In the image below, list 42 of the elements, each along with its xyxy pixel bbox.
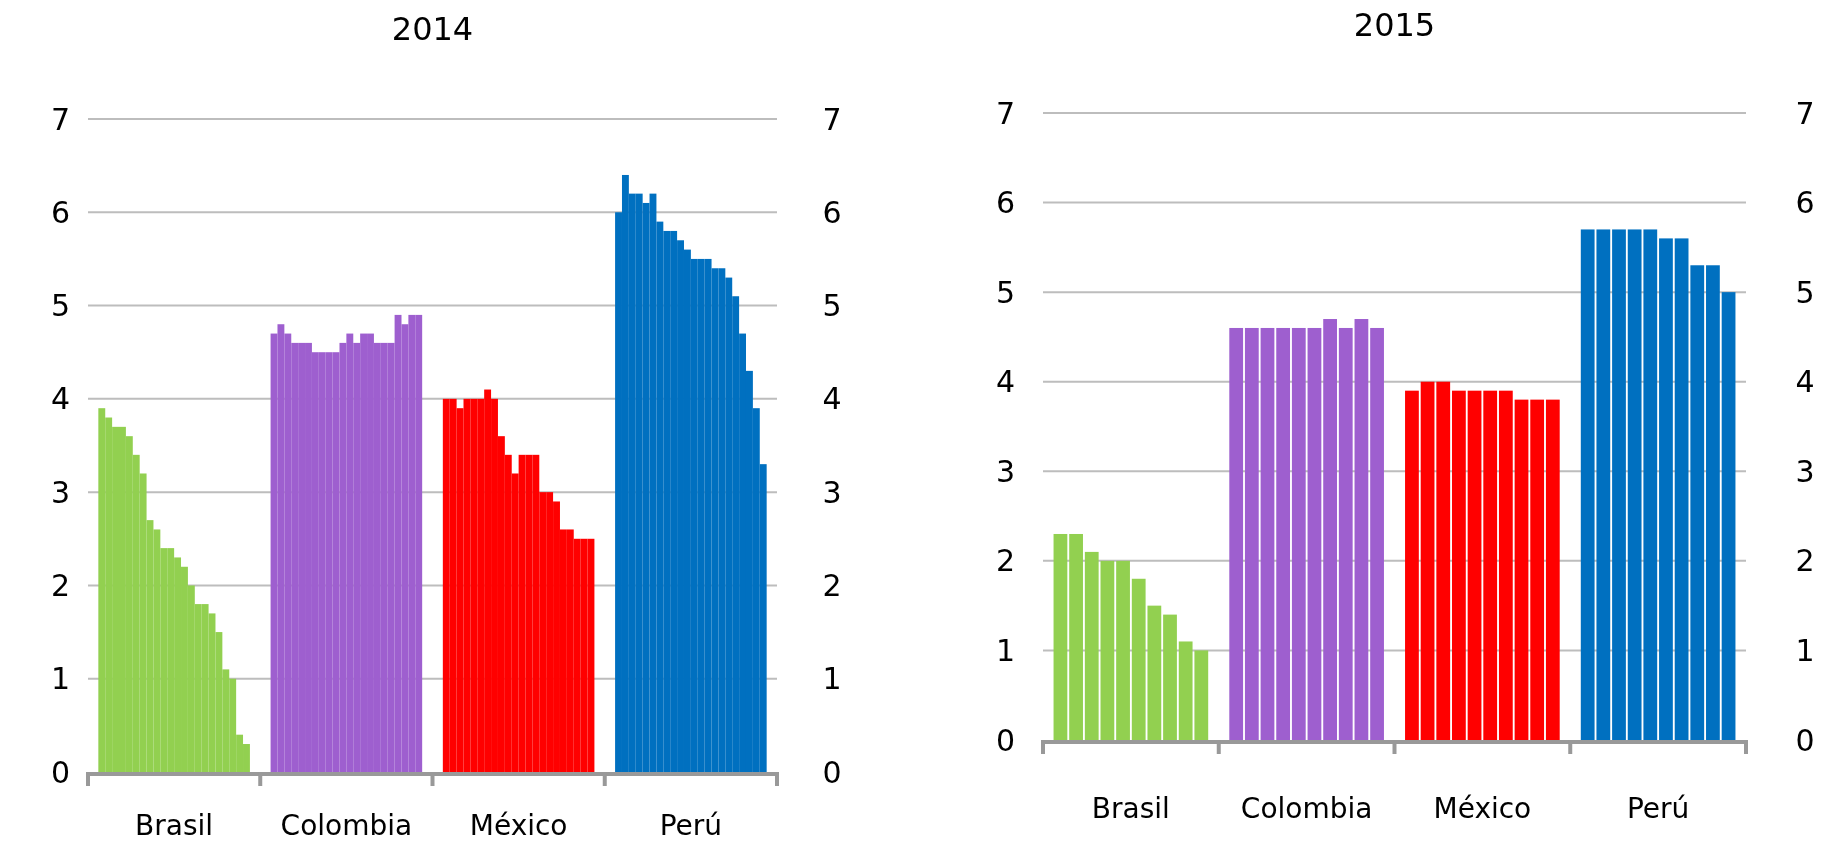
y-tick-label: 0: [50, 754, 70, 790]
y2-tick-label: 3: [822, 474, 842, 510]
y2-tick-label: 7: [822, 101, 842, 137]
y2-tick-label: 2: [1795, 543, 1815, 579]
y2-tick-label: 5: [822, 288, 842, 324]
y2-tick-label: 3: [1795, 453, 1815, 489]
y-tick-label: 4: [995, 364, 1015, 400]
y-tick-label: 5: [995, 274, 1015, 310]
x-tick-label: Brasil: [1091, 792, 1170, 825]
y2-tick-label: 6: [1795, 185, 1815, 221]
y-tick-label: 6: [995, 185, 1015, 221]
y-tick-label: 7: [995, 95, 1015, 131]
y-tick-label: 3: [995, 453, 1015, 489]
y2-tick-label: 7: [1795, 95, 1815, 131]
y2-tick-label: 1: [822, 661, 842, 697]
y2-tick-label: 4: [822, 381, 842, 417]
x-tick-label: Colombia: [280, 809, 413, 842]
y-tick-label: 7: [50, 101, 70, 137]
x-tick-label: Colombia: [1240, 792, 1373, 825]
y2-tick-label: 0: [822, 754, 842, 790]
y-tick-label: 2: [50, 567, 70, 603]
y2-tick-label: 6: [822, 194, 842, 230]
y-tick-label: 2: [995, 543, 1015, 579]
x-tick-label: Brasil: [135, 809, 214, 842]
y2-tick-label: 4: [1795, 364, 1815, 400]
y-tick-label: 6: [50, 194, 70, 230]
y2-tick-label: 1: [1795, 632, 1815, 668]
y-tick-label: 3: [50, 474, 70, 510]
y-tick-label: 1: [50, 661, 70, 697]
x-tick-label: Perú: [1626, 792, 1690, 825]
x-tick-label: México: [469, 809, 568, 842]
y2-tick-label: 5: [1795, 274, 1815, 310]
chart-title: 2014: [391, 10, 474, 48]
x-tick-label: Perú: [659, 809, 723, 842]
y2-tick-label: 0: [1795, 722, 1815, 758]
y-tick-label: 0: [995, 722, 1015, 758]
y-tick-label: 5: [50, 288, 70, 324]
y-tick-label: 4: [50, 381, 70, 417]
chart-title: 2015: [1353, 6, 1436, 44]
y2-tick-label: 2: [822, 567, 842, 603]
x-tick-label: México: [1433, 792, 1532, 825]
y-tick-label: 1: [995, 632, 1015, 668]
